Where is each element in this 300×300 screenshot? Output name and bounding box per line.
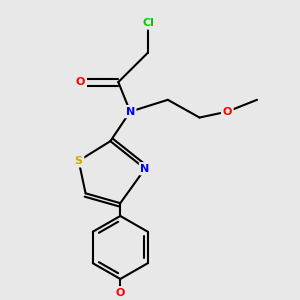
Text: N: N [126, 106, 135, 117]
Text: N: N [140, 164, 150, 174]
Text: O: O [76, 77, 85, 87]
Text: Cl: Cl [142, 18, 154, 28]
Text: O: O [223, 106, 232, 117]
Text: O: O [116, 288, 125, 298]
Text: S: S [75, 156, 83, 166]
